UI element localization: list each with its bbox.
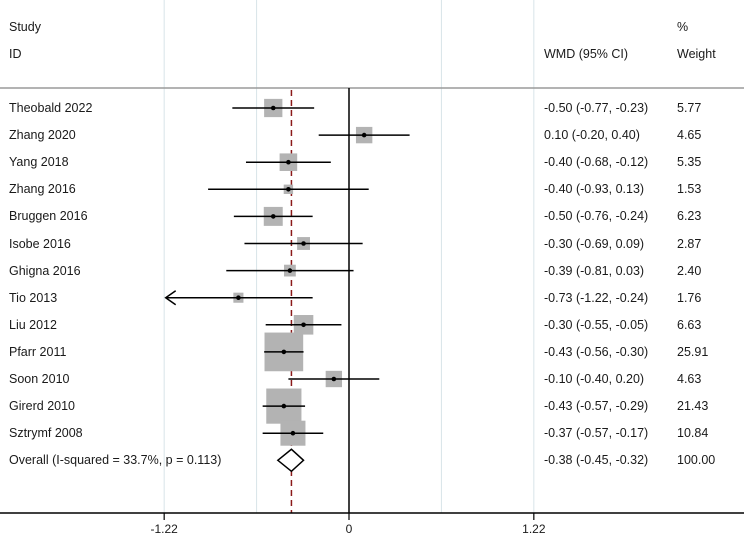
study-id: Pfarr 2011 [9,344,67,359]
weight-value: 4.63 [677,372,702,386]
study-id: Liu 2012 [9,317,57,332]
tick-label: 1.22 [522,522,546,535]
weight-value: 10.84 [677,426,709,441]
header-weight: Weight [677,47,716,61]
study-marker [226,264,354,277]
study-id: Ghigna 2016 [9,263,81,278]
weight-value: 25.91 [677,344,709,359]
weight-value: 1.53 [677,182,702,197]
weight-value: 21.43 [677,399,709,414]
study-id: Sztrymf 2008 [9,426,83,441]
weight-value: 6.63 [677,317,702,332]
study-marker [262,388,306,424]
effect-ci: -0.39 (-0.81, 0.03) [544,263,645,278]
study-marker [264,332,304,372]
tick-label: -1.22 [150,522,178,535]
effect-ci: -0.43 (-0.57, -0.29) [544,399,649,414]
study-id: Zhang 2016 [9,182,76,197]
study-id: Zhang 2020 [9,128,76,143]
study-marker [233,206,313,226]
study-id: Isobe 2016 [9,236,71,251]
study-id: Soon 2010 [9,372,70,386]
effect-ci: 0.10 (-0.20, 0.40) [544,128,640,143]
weight-value: 5.77 [677,101,702,115]
study-id: Theobald 2022 [9,101,93,115]
study-id: Yang 2018 [9,155,69,170]
weight-value: 2.40 [677,263,702,278]
effect-ci: -0.10 (-0.40, 0.20) [544,372,645,386]
study-marker [318,126,410,144]
study-markers [164,98,410,446]
tick-label: 0 [346,522,353,535]
study-marker [232,98,315,118]
header-study: Study [9,20,41,34]
header-weight-pct: % [677,20,689,34]
weight-value: 2.87 [677,236,702,251]
effect-ci: -0.30 (-0.55, -0.05) [544,317,649,332]
study-marker [288,370,380,388]
effect-ci: -0.43 (-0.56, -0.30) [544,344,649,359]
x-axis: -1.22 0 1.22 [0,512,744,535]
effect-ci: -0.38 (-0.45, -0.32) [544,453,649,468]
effect-ci: -0.37 (-0.57, -0.17) [544,426,649,441]
study-marker [244,237,363,250]
study-marker [262,420,324,446]
effect-ci: -0.73 (-1.22, -0.24) [544,290,649,305]
effect-ci: -0.40 (-0.93, 0.13) [544,182,645,197]
weight-value: 100.00 [677,453,716,468]
study-marker [164,290,313,306]
arrow-left-icon [164,290,177,306]
effect-ci: -0.40 (-0.68, -0.12) [544,155,649,170]
study-id: Bruggen 2016 [9,209,88,224]
effect-ci: -0.30 (-0.69, 0.09) [544,236,645,251]
weight-value: 4.65 [677,128,702,143]
study-id: Tio 2013 [9,290,58,305]
overall-label: Overall (I-squared = 33.7%, p = 0.113) [9,453,222,468]
study-id: Girerd 2010 [9,399,76,414]
effect-ci: -0.50 (-0.77, -0.23) [544,101,649,115]
weight-value: 1.76 [677,290,702,305]
weight-value: 5.35 [677,155,702,170]
gridlines [163,0,535,513]
weight-value: 6.23 [677,209,702,224]
effect-ci: -0.50 (-0.76, -0.24) [544,209,649,224]
header-id: ID [9,47,22,61]
header-effect: WMD (95% CI) [544,47,629,61]
study-marker [265,315,342,335]
overall-diamond [276,448,305,473]
study-marker [208,184,369,195]
study-marker [245,153,331,171]
